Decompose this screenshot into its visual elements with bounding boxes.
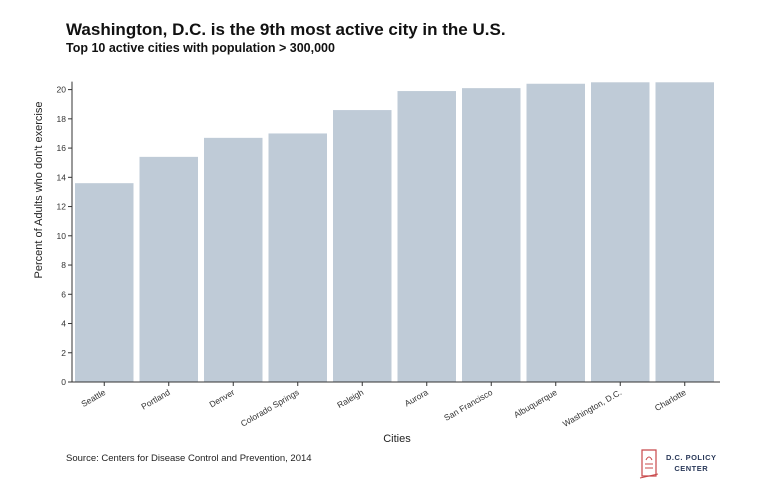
y-axis-label: Percent of Adults who don't exercise [33,102,45,279]
y-tick-label-7: 14 [57,172,67,182]
y-tick-label-2: 4 [61,319,66,329]
source-note: Source: Centers for Disease Control and … [66,453,312,464]
x-tick-label-7: Albuquerque [512,387,559,420]
bar-4 [333,110,392,383]
chart-subtitle: Top 10 active cities with population > 3… [66,41,335,55]
y-axis: 0 2 4 6 8 10 12 14 16 18 20 [57,81,73,387]
bar-3 [268,133,327,382]
x-axis: Seattle Portland Denver Colorado Springs Ral… [72,381,720,429]
y-tick-label-3: 6 [61,289,66,299]
bar-0 [75,183,134,382]
bar-5 [397,91,456,382]
capitol-document-icon [639,449,659,479]
y-tick-label-6: 12 [57,202,67,212]
logo-line-1: D.C. POLICY [666,453,717,462]
y-tick-label-8: 16 [57,143,67,153]
x-tick-label-8: Washington, D.C. [561,387,623,429]
bar-6 [462,88,521,382]
dc-policy-center-logo: D.C. POLICY CENTER [636,446,746,482]
chart-title: Washington, D.C. is the 9th most active … [66,20,506,39]
x-axis-label: Cities [383,433,411,445]
y-tick-label-1: 2 [61,348,66,358]
bar-2 [204,137,263,382]
y-tick-label-10: 20 [57,85,67,95]
y-tick-label-5: 10 [57,231,67,241]
x-tick-label-9: Charlotte [653,387,688,413]
y-tick-label-4: 8 [61,260,66,270]
bar-9 [655,82,714,382]
y-tick-label-0: 0 [61,377,66,387]
x-tick-label-0: Seattle [79,387,107,409]
x-tick-label-6: San Francisco [442,387,494,423]
y-tick-label-9: 18 [57,114,67,124]
x-tick-label-4: Raleigh [335,387,365,410]
bar-7 [526,83,585,382]
bar-8 [591,82,650,382]
x-tick-label-1: Portland [139,387,172,412]
x-tick-label-2: Denver [208,387,237,409]
logo-line-2: CENTER [674,464,709,473]
x-tick-label-5: Aurora [403,387,430,409]
x-tick-label-3: Colorado Springs [239,387,301,429]
bar-1 [139,156,198,382]
bars-group [75,82,714,383]
